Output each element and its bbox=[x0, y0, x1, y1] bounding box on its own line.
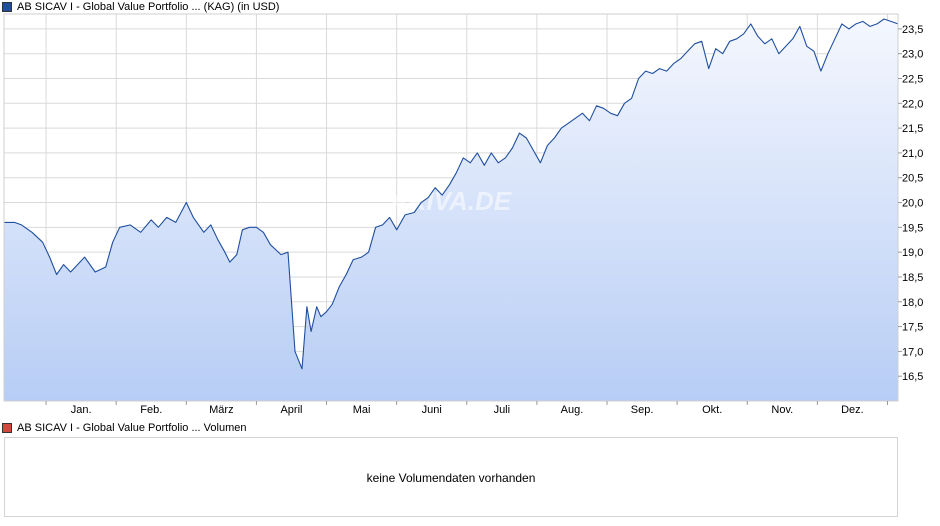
x-tick-label-9: Okt. bbox=[702, 404, 722, 416]
y-tick-label-4: 18,5 bbox=[902, 272, 923, 284]
chart-frame bbox=[3, 13, 899, 402]
chart-area-layer bbox=[4, 19, 898, 401]
chart-line-layer bbox=[4, 18, 899, 370]
y-tick-label-8: 20,5 bbox=[902, 173, 923, 185]
plot-frame bbox=[3, 13, 899, 402]
x-tick-label-4: Mai bbox=[353, 404, 371, 416]
y-tick-label-9: 21,0 bbox=[902, 148, 923, 160]
price-legend-swatch bbox=[2, 2, 12, 12]
y-tick-label-5: 19,0 bbox=[902, 247, 923, 259]
x-tick-label-6: Juli bbox=[494, 404, 511, 416]
x-tick-label-3: April bbox=[280, 404, 302, 416]
y-tick-label-14: 23,5 bbox=[902, 24, 923, 36]
x-tick-label-1: Feb. bbox=[140, 404, 162, 416]
x-tick-label-0: Jan. bbox=[71, 404, 92, 416]
price-legend: AB SICAV I - Global Value Portfolio ... … bbox=[2, 0, 279, 14]
x-tick-label-7: Aug. bbox=[561, 404, 584, 416]
x-tick-label-2: März bbox=[209, 404, 233, 416]
price-legend-label: AB SICAV I - Global Value Portfolio ... … bbox=[17, 1, 280, 13]
volume-legend-swatch bbox=[2, 423, 12, 433]
x-tick-label-11: Dez. bbox=[841, 404, 864, 416]
x-tick-label-10: Nov. bbox=[771, 404, 793, 416]
y-tick-label-3: 18,0 bbox=[902, 297, 923, 309]
y-tick-label-6: 19,5 bbox=[902, 222, 923, 234]
volume-empty-message: keine Volumendaten vorhanden bbox=[366, 471, 536, 485]
y-axis-ticks: 16,5 17,0 17,5 18,0 18,5 19,0 19,5 20,0 20,5 21,0… bbox=[898, 24, 923, 383]
volume-legend: AB SICAV I - Global Value Portfolio ... … bbox=[2, 421, 246, 435]
watermark-text: ARIVA.DE bbox=[388, 186, 512, 216]
y-tick-label-7: 20,0 bbox=[902, 198, 923, 210]
price-chart: ARIVA.DE 16,5 17,0 17,5 18,0 18,5 19,0 19,5 20,… bbox=[3, 13, 923, 416]
y-tick-label-12: 22,5 bbox=[902, 74, 923, 86]
x-axis-ticks: Jan. Feb. März April Mai Juni Juli Aug. Sep. Okt.… bbox=[45, 401, 888, 416]
y-tick-label-1: 17,0 bbox=[902, 346, 923, 358]
y-tick-label-2: 17,5 bbox=[902, 322, 923, 334]
y-tick-label-10: 21,5 bbox=[902, 123, 923, 135]
volume-legend-label: AB SICAV I - Global Value Portfolio ... … bbox=[17, 422, 247, 434]
series-area bbox=[4, 19, 898, 401]
y-tick-label-11: 22,0 bbox=[902, 98, 923, 110]
volume-panel: keine Volumendaten vorhanden bbox=[4, 437, 898, 517]
x-tick-label-8: Sep. bbox=[631, 404, 654, 416]
x-tick-label-5: Juni bbox=[422, 404, 442, 416]
y-tick-label-0: 16,5 bbox=[902, 371, 923, 383]
y-tick-label-13: 23,0 bbox=[902, 49, 923, 61]
series-line bbox=[4, 18, 899, 370]
